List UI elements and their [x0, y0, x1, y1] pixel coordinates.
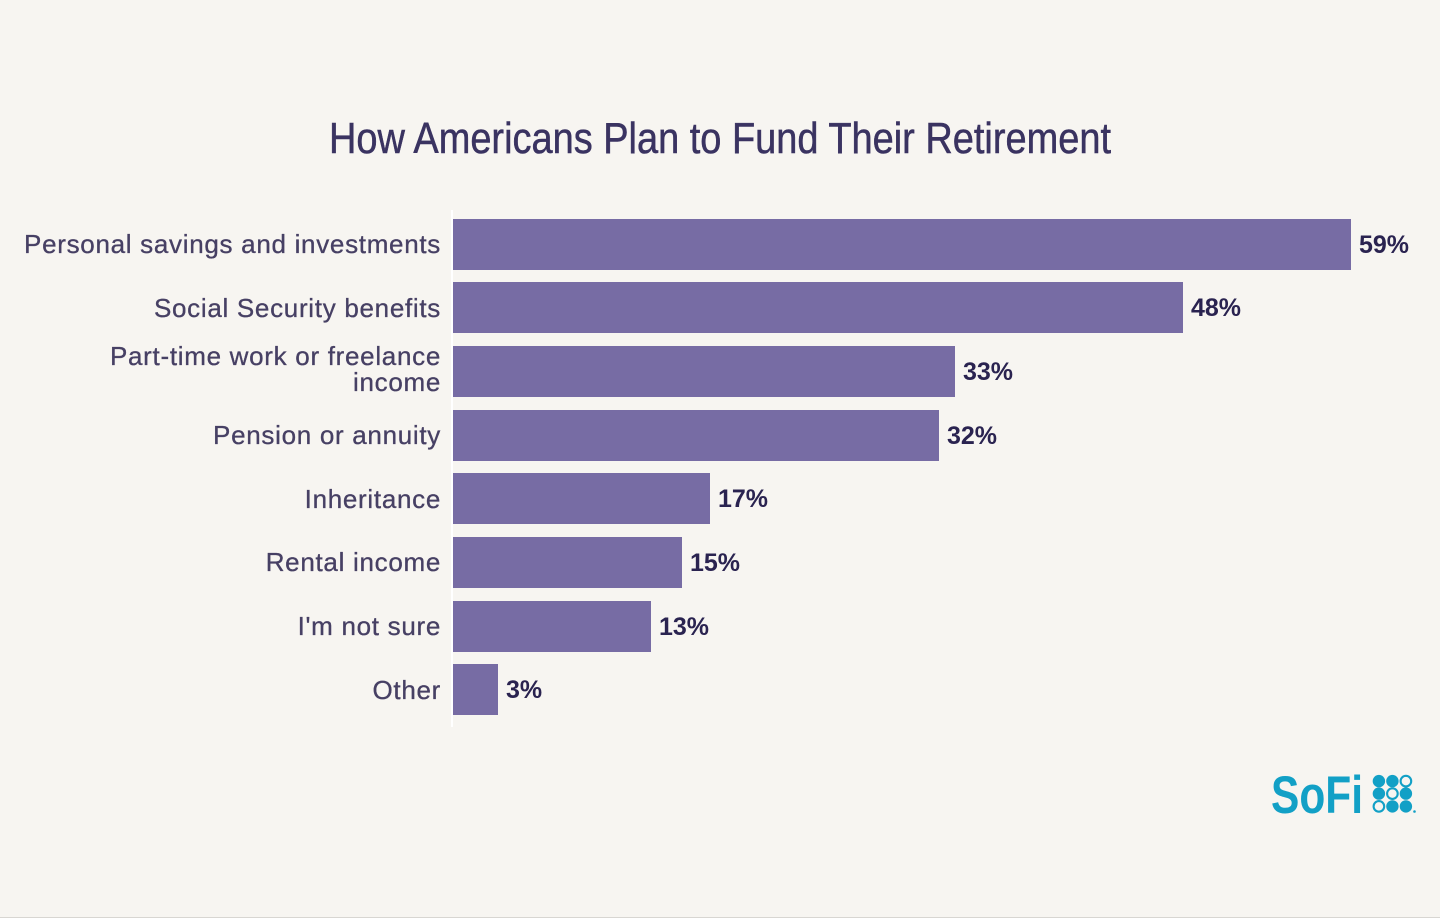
svg-text:SoFi: SoFi [1271, 770, 1363, 820]
